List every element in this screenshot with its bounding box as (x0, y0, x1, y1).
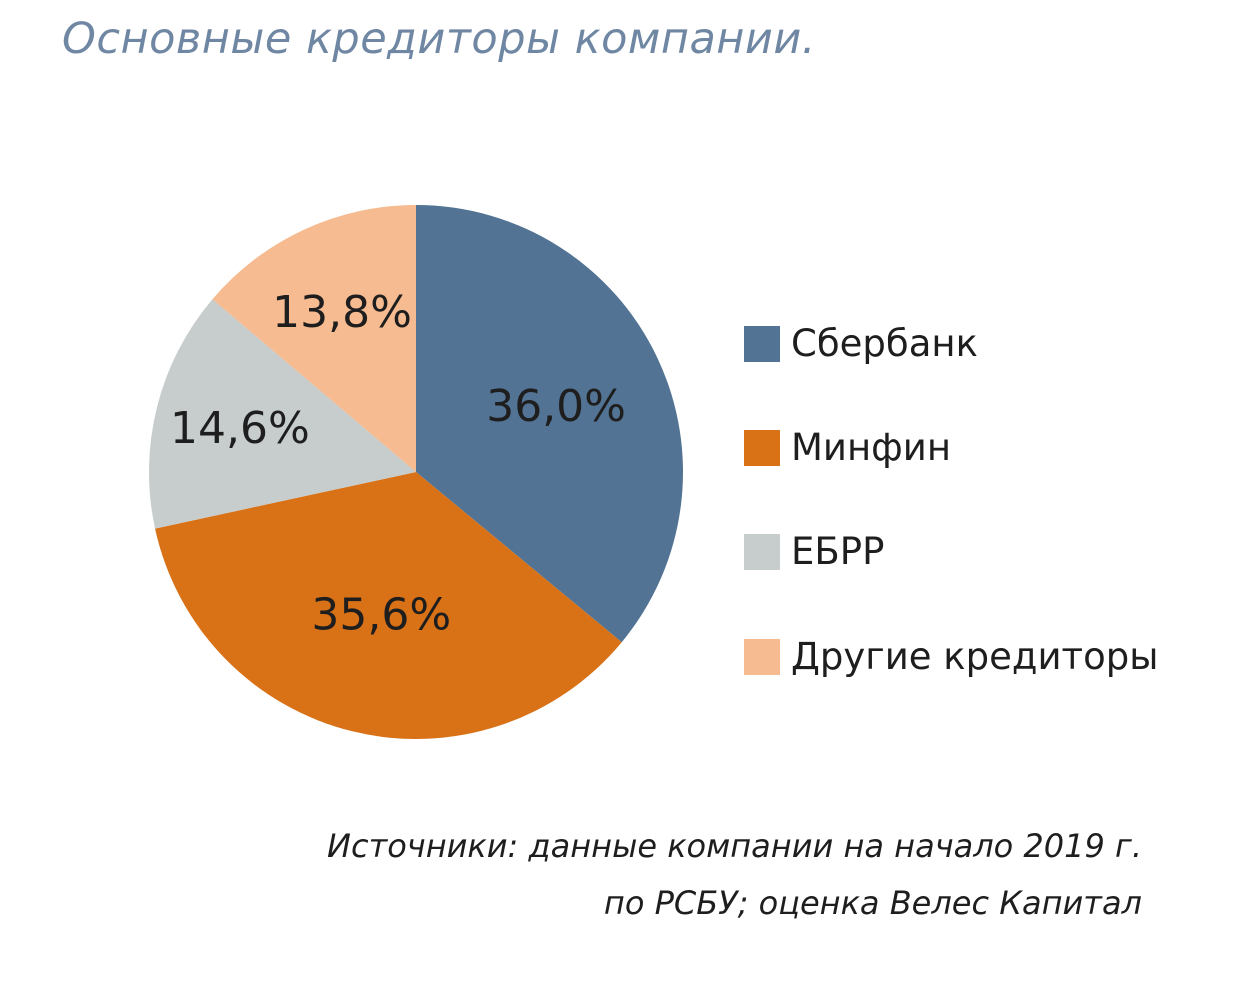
source-line-1: Источники: данные компании на начало 201… (327, 827, 1142, 865)
pie-slice-minfin (155, 472, 622, 740)
legend-label-sberbank: Сбербанк (791, 322, 978, 365)
legend-swatch-sberbank (744, 326, 780, 362)
legend-label-other: Другие кредиторы (791, 635, 1159, 678)
legend-swatch-ebrr (744, 534, 780, 570)
data-label-sberbank: 36,0% (486, 381, 626, 432)
legend-swatch-minfin (744, 430, 780, 466)
data-label-other: 13,8% (272, 287, 412, 338)
pie-slice-sberbank (416, 205, 684, 643)
legend-label-minfin: Минфин (791, 426, 952, 469)
pie-slice-ebrr (149, 299, 417, 529)
pie-slice-other (212, 205, 416, 472)
legend-label-ebrr: ЕБРР (791, 530, 885, 573)
source-note: Источники: данные компании на начало 201… (327, 818, 1142, 932)
data-label-ebrr: 14,6% (170, 403, 310, 454)
chart-title: Основные кредиторы компании. (62, 14, 816, 64)
legend-swatch-other (744, 639, 780, 675)
data-label-minfin: 35,6% (311, 590, 451, 641)
source-line-2: по РСБУ; оценка Велес Капитал (603, 884, 1142, 922)
